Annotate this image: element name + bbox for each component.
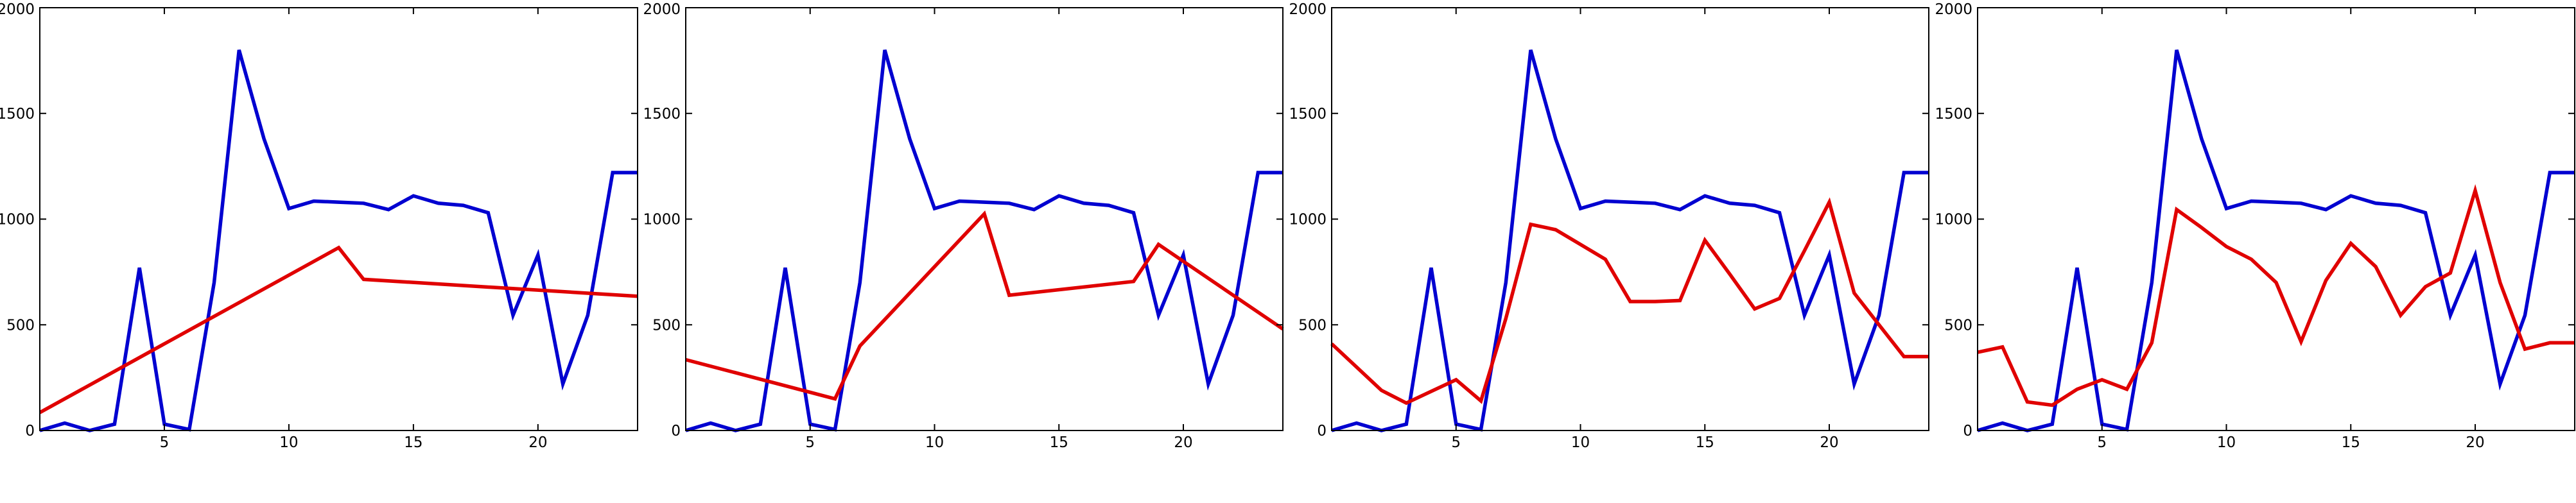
plot-frame [39, 7, 638, 431]
y-tick-label: 500 [6, 317, 35, 334]
y-tick-label: 2000 [1289, 1, 1327, 18]
y-tick-label: 2000 [1935, 1, 1972, 18]
y-tick-label: 1000 [1935, 212, 1972, 228]
x-tick-label: 5 [160, 434, 170, 451]
plot-frame [1331, 7, 1929, 431]
series-line-2 [685, 210, 1284, 401]
y-tick-label: 2000 [0, 1, 35, 18]
x-tick-label: 10 [1571, 434, 1590, 451]
series-line-2 [1330, 197, 1929, 405]
x-tick-label: 15 [1696, 434, 1714, 451]
chart-panel-3: 0 500 1000 1500 2000 5 10 15 20 [1289, 1, 1929, 451]
chart-panel-4: 0 500 1000 1500 2000 5 10 15 20 [1935, 1, 2575, 451]
x-tick-label: 20 [528, 434, 547, 451]
y-tick-label: 1500 [1289, 106, 1327, 123]
series-line-1 [39, 49, 638, 432]
y-tick-label: 1500 [643, 106, 681, 123]
x-tick-label: 20 [1174, 434, 1192, 451]
x-tick-label: 10 [925, 434, 944, 451]
x-tick-label: 5 [805, 434, 815, 451]
y-tick-label: 1500 [1935, 106, 1972, 123]
x-tick-label: 20 [2466, 434, 2484, 451]
chart-panel-2: 0 500 1000 1500 2000 5 10 15 20 [643, 1, 1284, 451]
series-line-1 [1331, 49, 1929, 432]
y-tick-label: 500 [1298, 317, 1327, 334]
plot-frame [1977, 7, 2575, 431]
y-tick-label: 2000 [643, 1, 681, 18]
x-tick-label: 5 [1451, 434, 1461, 451]
y-tick-label: 0 [25, 423, 35, 439]
series-line-2 [39, 245, 638, 414]
x-tick-label: 15 [1050, 434, 1068, 451]
series-line-1 [1977, 49, 2575, 432]
x-tick-label: 10 [279, 434, 298, 451]
y-tick-label: 1000 [1289, 212, 1327, 228]
y-tick-label: 1500 [0, 106, 35, 123]
chart-panel-1: 0 500 1000 1500 2000 5 10 15 20 [0, 1, 638, 451]
x-tick-label: 20 [1820, 434, 1838, 451]
x-tick-label: 5 [2097, 434, 2107, 451]
y-tick-label: 1000 [643, 212, 681, 228]
x-tick-label: 15 [2342, 434, 2360, 451]
y-tick-label: 0 [1317, 423, 1327, 439]
y-tick-label: 500 [1944, 317, 1972, 334]
series-line-1 [685, 49, 1283, 432]
y-tick-label: 500 [652, 317, 681, 334]
x-tick-label: 10 [2217, 434, 2236, 451]
y-tick-label: 0 [671, 423, 681, 439]
y-tick-label: 0 [1963, 423, 1972, 439]
y-tick-label: 1000 [0, 212, 35, 228]
series-line-2 [1977, 183, 2575, 407]
x-tick-label: 15 [404, 434, 422, 451]
